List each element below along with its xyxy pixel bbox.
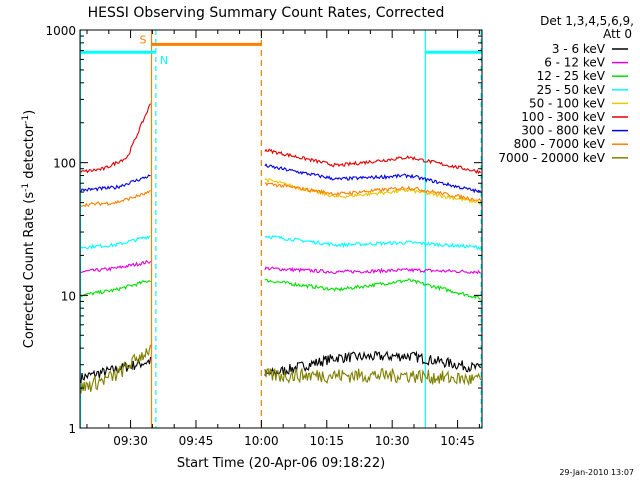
overlay-layer: SN [80, 33, 482, 67]
series-line [80, 174, 151, 193]
y-tick-label: 1 [68, 422, 76, 436]
series-line [264, 367, 482, 387]
x-tick-label: 10:00 [244, 434, 279, 448]
series-line [80, 235, 151, 250]
series-layer [80, 103, 482, 394]
series-line [80, 344, 152, 394]
legend-entry-label: 300 - 800 keV [521, 124, 605, 138]
series-12-25-kev [80, 278, 481, 300]
legend-header-line-1: Det 1,3,4,5,6,9, [540, 14, 634, 28]
legend-entry-label: 6 - 12 keV [544, 56, 606, 70]
annotation-label-s: S [140, 33, 147, 46]
series-7000-20000-kev [80, 344, 482, 394]
x-tick-label: 09:45 [179, 434, 214, 448]
series-line [264, 278, 481, 300]
series-line [264, 350, 482, 378]
annotation-label-n: N [160, 54, 168, 67]
footer-timestamp: 29-Jan-2010 13:07 [559, 468, 634, 477]
series-line [264, 163, 481, 194]
series-100-300-kev [80, 103, 482, 175]
series-300-800-kev [80, 163, 481, 194]
chart-title: HESSI Observing Summary Count Rates, Cor… [88, 5, 445, 21]
legend-entry-label: 800 - 7000 keV [514, 137, 606, 151]
x-tick-label: 10:15 [309, 434, 344, 448]
legend-entry-label: 25 - 50 keV [537, 83, 606, 97]
series-line [80, 280, 151, 298]
y-tick-label: 10 [61, 289, 76, 303]
x-axis-label: Start Time (20-Apr-06 09:18:22) [177, 456, 385, 471]
legend-entry-label: 100 - 300 keV [521, 110, 605, 124]
series-line [80, 103, 152, 174]
x-tick-label: 10:30 [375, 434, 410, 448]
legend-header-line-2: Att 0 [603, 27, 632, 41]
legend-entry-label: 12 - 25 keV [537, 69, 606, 83]
series-6-12-kev [80, 260, 481, 275]
series-line [264, 235, 482, 251]
series-800-7000-kev [80, 182, 482, 208]
plot-frame [79, 29, 483, 429]
axes: 1 10 100 1000 09:30 09:45 10:00 10:15 10:30 10:45 [45, 24, 482, 448]
series-line [264, 266, 481, 275]
x-tick-label: 10:45 [440, 434, 475, 448]
y-tick-label: 1000 [45, 24, 76, 38]
x-tick-label: 09:30 [113, 434, 148, 448]
series-line [264, 148, 482, 175]
series-line [80, 190, 151, 208]
legend-entry-label: 50 - 100 keV [529, 96, 606, 110]
y-tick-label: 100 [53, 157, 76, 171]
series-line [80, 260, 152, 274]
series-25-50-kev [80, 235, 482, 251]
y-axis-label: Corrected Count Rate (s-1 detector-1) [21, 110, 37, 348]
series-line [264, 182, 482, 202]
legend-entry-label: 3 - 6 keV [552, 42, 606, 56]
legend-entry-label: 7000 - 20000 keV [498, 151, 605, 165]
